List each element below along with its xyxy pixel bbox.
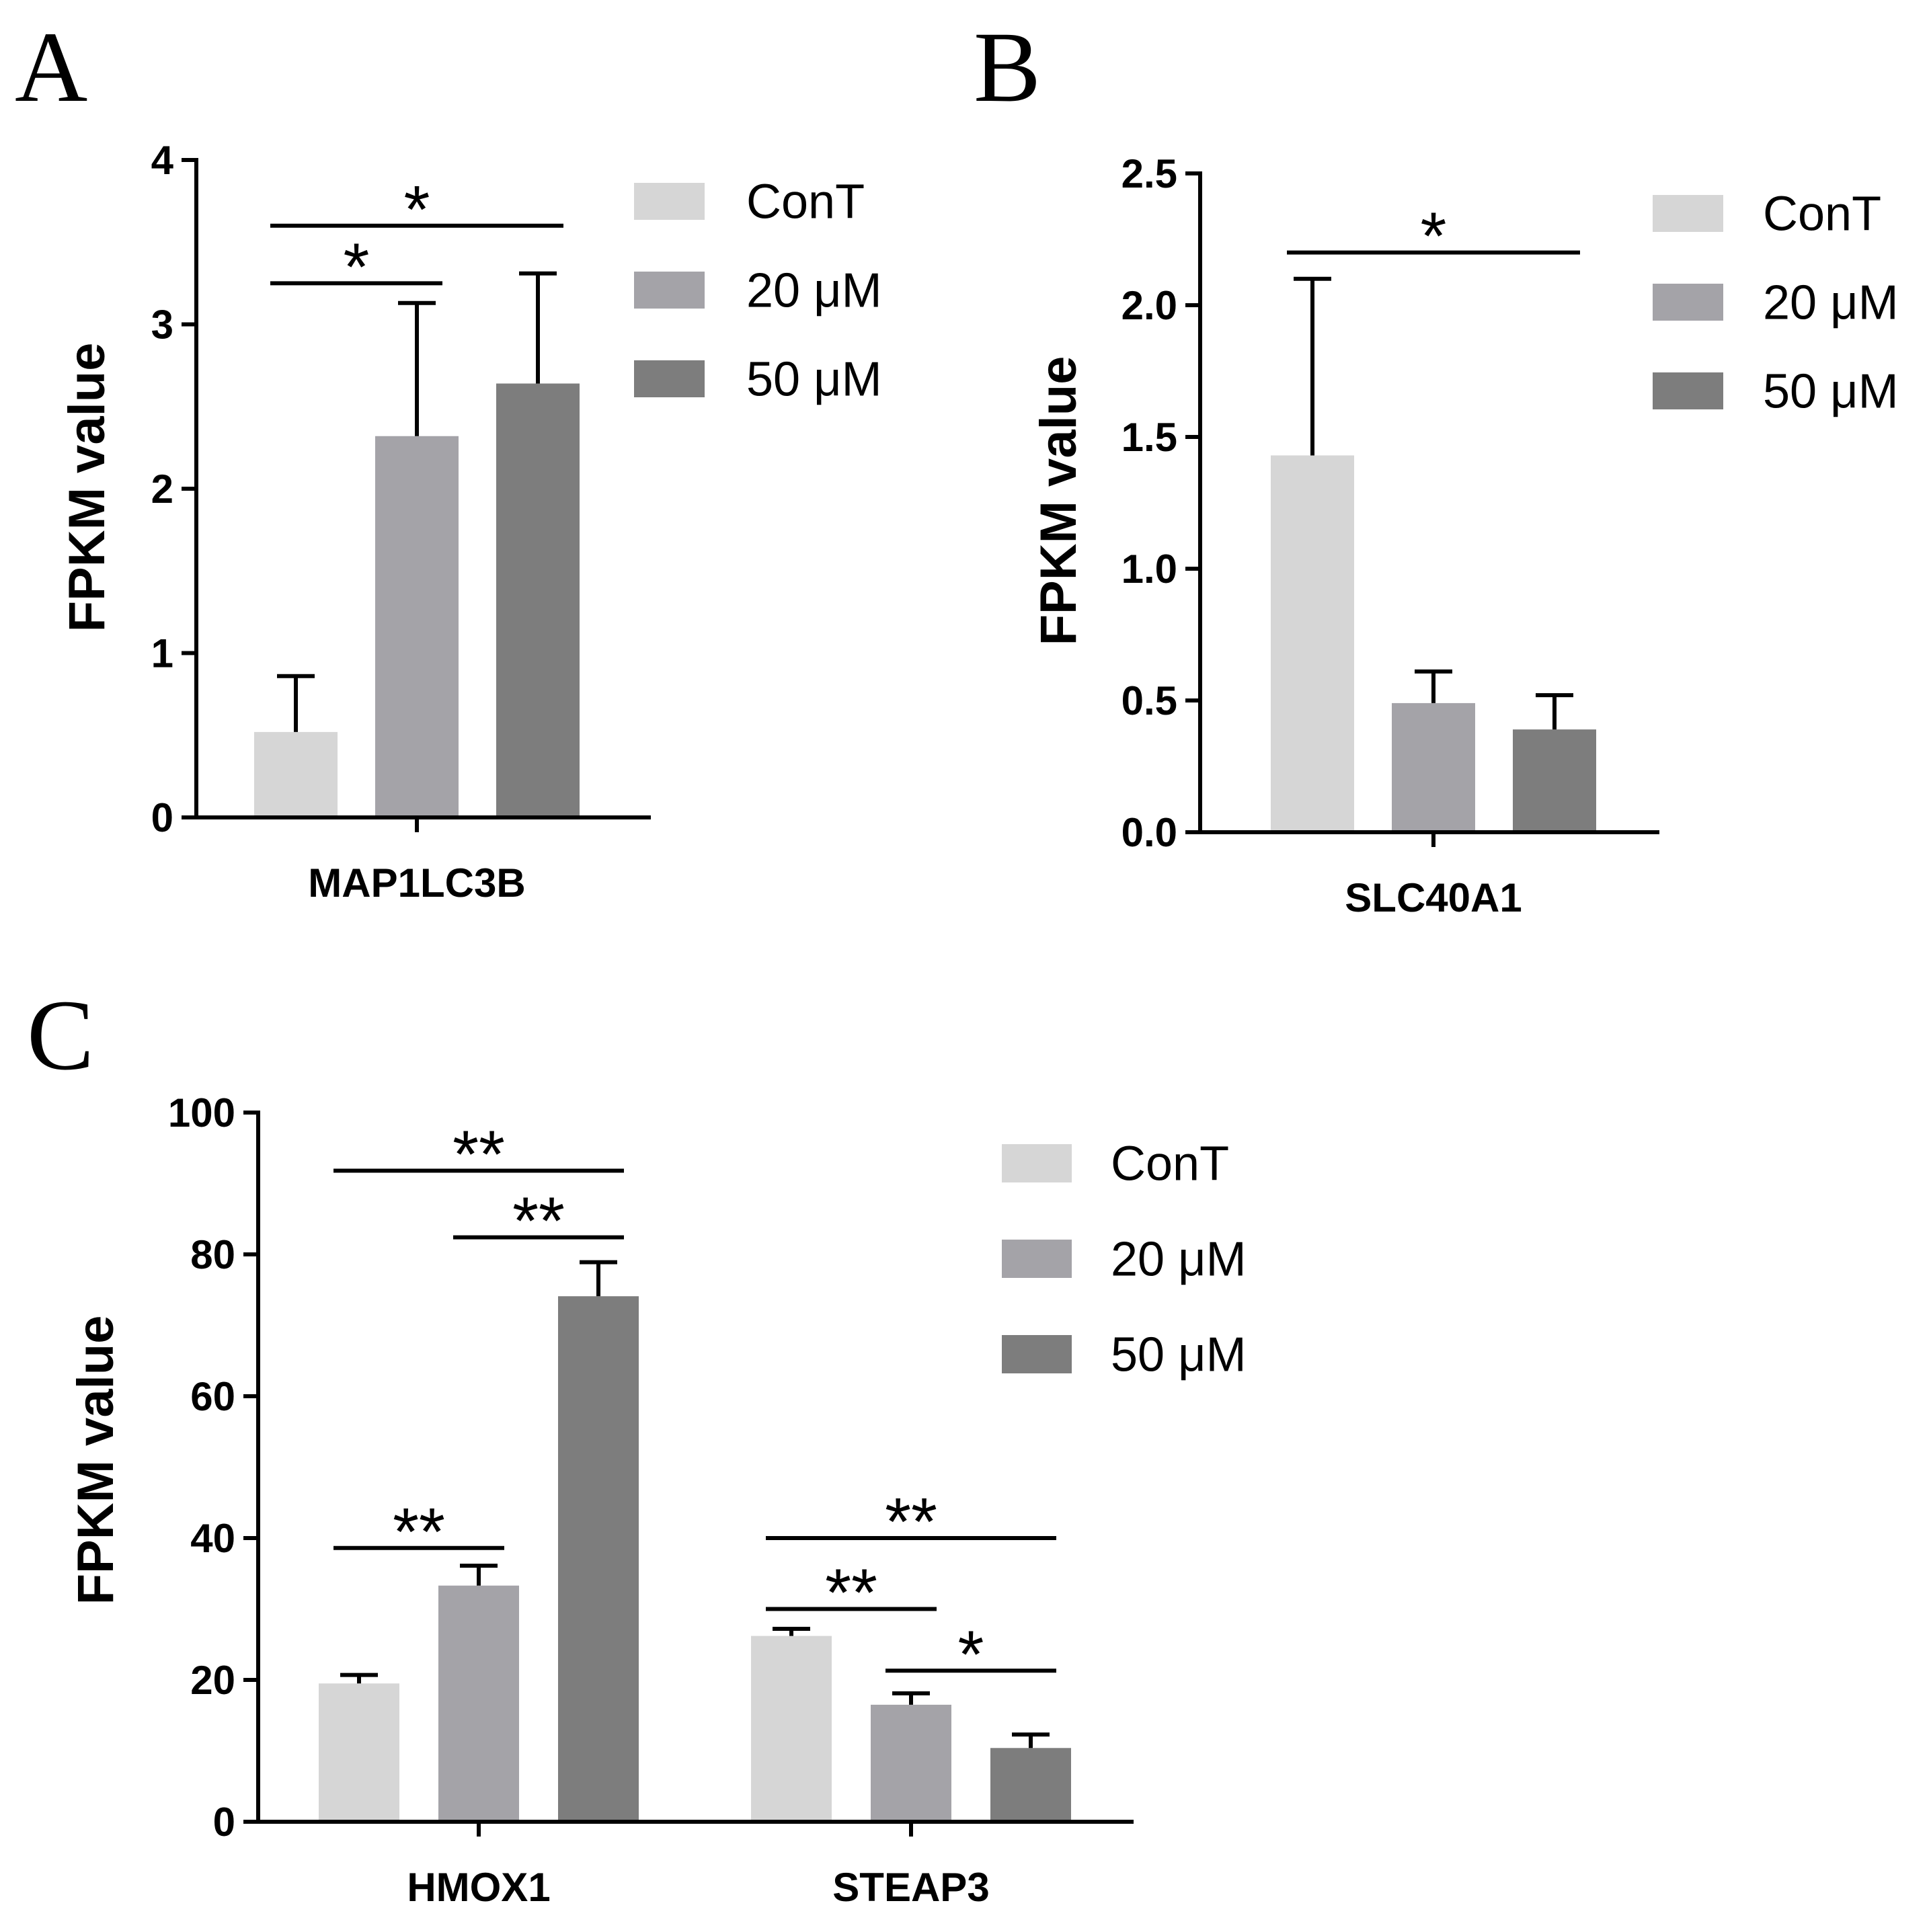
panel-c-letter: C <box>27 979 94 1091</box>
panel-b: B FPKM value <box>974 11 1087 645</box>
category-label: STEAP3 <box>832 1865 989 1910</box>
bar-slc40a1-series-0 <box>1271 455 1354 832</box>
legend-swatch <box>634 360 705 397</box>
panel-a-ylabel: FPKM value <box>58 343 116 633</box>
significance-label: ** <box>825 1556 877 1631</box>
panel-a-letter: A <box>15 11 87 123</box>
panel-c-ylabel: FPKM value <box>67 1316 124 1605</box>
legend-label: 50 μM <box>1111 1328 1247 1382</box>
y-tick-label: 0.0 <box>1121 810 1177 855</box>
bar-hmox1-series-1 <box>438 1585 519 1822</box>
bar-slc40a1-series-1 <box>1392 702 1475 832</box>
legend-swatch <box>1002 1335 1072 1373</box>
legend-label: 50 μM <box>1763 365 1899 419</box>
legend-label: 20 μM <box>1763 276 1899 330</box>
y-tick-label: 1 <box>151 631 173 676</box>
bar-steap3-series-1 <box>871 1704 951 1822</box>
significance-label: * <box>958 1617 984 1692</box>
bar-hmox1-series-2 <box>558 1296 639 1822</box>
y-tick-label: 40 <box>190 1516 235 1561</box>
category-label: HMOX1 <box>407 1865 550 1910</box>
significance-label: * <box>1421 199 1447 274</box>
y-tick-label: 0 <box>213 1800 235 1845</box>
y-tick-label: 4 <box>151 138 174 183</box>
y-tick-label: 100 <box>168 1090 235 1135</box>
y-tick-label: 2.0 <box>1121 283 1177 328</box>
bar-map1lc3b-series-0 <box>254 731 338 817</box>
panel-a-plot: 0 1 2 3 4 MAP1LC3B * * ConT 20 μM 50 μM <box>151 138 882 905</box>
y-tick-label: 80 <box>190 1232 235 1277</box>
panel-b-letter: B <box>974 11 1041 123</box>
y-tick-label: 1.5 <box>1121 415 1177 460</box>
y-tick-label: 1.0 <box>1121 547 1177 592</box>
significance-label: ** <box>512 1184 565 1259</box>
panel-c: C FPKM value <box>27 979 124 1605</box>
y-tick-label: 2.5 <box>1121 151 1177 196</box>
panel-a: A FPKM value <box>15 11 116 632</box>
significance-label: * <box>344 229 370 305</box>
bar-slc40a1-series-2 <box>1513 729 1596 832</box>
significance-label: ** <box>885 1484 937 1560</box>
bar-map1lc3b-series-1 <box>375 436 459 817</box>
legend-swatch <box>1002 1240 1072 1278</box>
legend-label: 50 μM <box>746 353 882 407</box>
legend-swatch <box>1653 372 1723 409</box>
y-tick-label: 2 <box>151 467 173 512</box>
bar-hmox1-series-0 <box>319 1683 399 1822</box>
significance-label: ** <box>452 1117 505 1193</box>
legend-label: ConT <box>1111 1137 1229 1191</box>
category-label: SLC40A1 <box>1345 875 1522 920</box>
bar-steap3-series-2 <box>990 1748 1071 1822</box>
legend-label: ConT <box>1763 188 1881 241</box>
y-tick-label: 20 <box>190 1658 235 1703</box>
y-tick-label: 3 <box>151 303 173 348</box>
legend-label: ConT <box>746 175 865 229</box>
legend-swatch <box>634 183 705 220</box>
significance-label: ** <box>393 1494 445 1570</box>
y-tick-label: 0 <box>151 795 173 840</box>
legend-swatch <box>1002 1144 1072 1182</box>
bar-steap3-series-0 <box>751 1636 832 1822</box>
y-tick-label: 60 <box>190 1374 235 1419</box>
legend-swatch <box>634 272 705 309</box>
significance-label: * <box>404 172 430 247</box>
panel-b-ylabel: FPKM value <box>1030 356 1087 646</box>
panel-b-plot: 0.0 0.5 1.0 1.5 2.0 2.5 SLC40A1 * ConT 20 μM 50 μM <box>1121 151 1899 920</box>
legend-swatch <box>1653 284 1723 321</box>
legend-label: 20 μM <box>1111 1233 1247 1287</box>
y-tick-label: 0.5 <box>1121 678 1177 723</box>
legend-label: 20 μM <box>746 264 882 318</box>
legend-swatch <box>1653 195 1723 232</box>
category-label: MAP1LC3B <box>308 860 525 905</box>
bar-map1lc3b-series-2 <box>496 383 580 817</box>
